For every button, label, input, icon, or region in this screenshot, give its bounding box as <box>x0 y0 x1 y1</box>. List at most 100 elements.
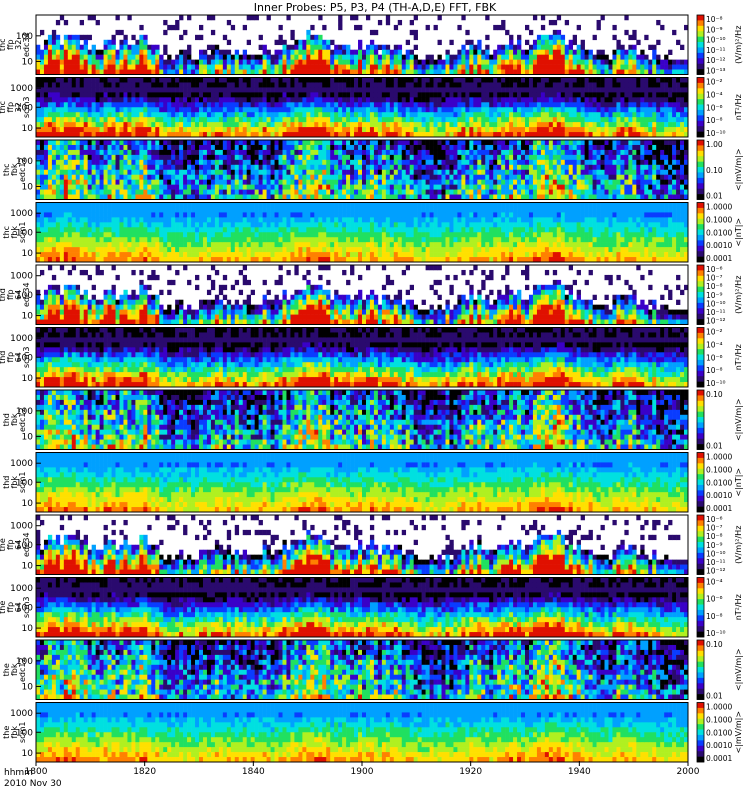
heatmap-cell <box>601 112 605 117</box>
heatmap-cell <box>267 122 271 127</box>
heatmap-cell <box>64 190 68 195</box>
heatmap-cell <box>318 155 322 160</box>
heatmap-cell <box>239 122 243 127</box>
heatmap-cell <box>290 160 294 165</box>
heatmap-cell <box>445 78 449 83</box>
heatmap-cell <box>92 175 96 180</box>
heatmap-cell <box>469 160 473 165</box>
heatmap-cell <box>72 92 76 97</box>
heatmap-cell <box>275 102 279 107</box>
heatmap-cell <box>314 97 318 102</box>
heatmap-cell <box>215 190 219 195</box>
heatmap-cell <box>147 78 151 83</box>
heatmap-cell <box>92 185 96 190</box>
heatmap-cell <box>410 102 414 107</box>
heatmap-cell <box>151 65 155 70</box>
heatmap-cell <box>624 160 628 165</box>
heatmap-cell <box>251 185 255 190</box>
heatmap-cell <box>390 82 394 87</box>
heatmap-cell <box>255 185 259 190</box>
heatmap-cell <box>279 40 283 45</box>
heatmap-cell <box>227 165 231 170</box>
heatmap-cell <box>279 127 283 132</box>
heatmap-cell <box>652 150 656 155</box>
heatmap-cell <box>561 165 565 170</box>
heatmap-cell <box>255 165 259 170</box>
heatmap-cell <box>632 155 636 160</box>
heatmap-cell <box>88 97 92 102</box>
heatmap-cell <box>636 92 640 97</box>
heatmap-cell <box>644 60 648 65</box>
heatmap-cell <box>231 65 235 70</box>
heatmap-cell <box>477 78 481 83</box>
heatmap-cell <box>259 97 263 102</box>
heatmap-cell <box>601 185 605 190</box>
heatmap-cell <box>167 155 171 160</box>
heatmap-cell <box>636 40 640 45</box>
heatmap-cell <box>116 82 120 87</box>
heatmap-cell <box>545 155 549 160</box>
heatmap-cell <box>541 87 545 92</box>
heatmap-cell <box>80 155 84 160</box>
heatmap-cell <box>68 150 72 155</box>
heatmap-cell <box>537 170 541 175</box>
heatmap-cell <box>227 65 231 70</box>
heatmap-cell <box>179 170 183 175</box>
heatmap-cell <box>219 117 223 122</box>
heatmap-cell <box>259 55 263 60</box>
heatmap-cell <box>247 40 251 45</box>
heatmap-cell <box>167 107 171 112</box>
heatmap-cell <box>48 65 52 70</box>
heatmap-cell <box>290 35 294 40</box>
heatmap-cell <box>577 65 581 70</box>
heatmap-cell <box>251 165 255 170</box>
heatmap-cell <box>680 117 684 122</box>
heatmap-cell <box>267 145 271 150</box>
heatmap-cell <box>549 50 553 55</box>
heatmap-cell <box>60 87 64 92</box>
heatmap-cell <box>469 65 473 70</box>
heatmap-cell <box>96 112 100 117</box>
heatmap-cell <box>581 112 585 117</box>
heatmap-cell <box>171 170 175 175</box>
heatmap-cell <box>497 55 501 60</box>
heatmap-cell <box>605 65 609 70</box>
heatmap-cell <box>159 117 163 122</box>
heatmap-cell <box>143 150 147 155</box>
heatmap-cell <box>481 102 485 107</box>
heatmap-cell <box>338 175 342 180</box>
heatmap-cell <box>314 160 318 165</box>
heatmap-cell <box>302 102 306 107</box>
heatmap-cell <box>76 122 80 127</box>
heatmap-cell <box>390 185 394 190</box>
heatmap-cell <box>267 82 271 87</box>
heatmap-cell <box>438 145 442 150</box>
heatmap-cell <box>366 87 370 92</box>
heatmap-cell <box>163 165 167 170</box>
heatmap-cell <box>223 60 227 65</box>
heatmap-cell <box>394 180 398 185</box>
heatmap-cell <box>624 102 628 107</box>
heatmap-cell <box>243 127 247 132</box>
heatmap-cell <box>473 92 477 97</box>
heatmap-cell <box>513 117 517 122</box>
heatmap-cell <box>68 82 72 87</box>
heatmap-cell <box>465 140 469 145</box>
heatmap-cell <box>207 175 211 180</box>
heatmap-cell <box>183 190 187 195</box>
heatmap-cell <box>660 65 664 70</box>
heatmap-cell <box>314 165 318 170</box>
heatmap-cell <box>131 127 135 132</box>
heatmap-cell <box>199 155 203 160</box>
heatmap-cell <box>656 180 660 185</box>
heatmap-cell <box>80 102 84 107</box>
heatmap-cell <box>314 87 318 92</box>
heatmap-cell <box>597 65 601 70</box>
heatmap-cell <box>517 165 521 170</box>
heatmap-cell <box>374 122 378 127</box>
heatmap-cell <box>96 155 100 160</box>
heatmap-cell <box>211 190 215 195</box>
heatmap-cell <box>593 87 597 92</box>
heatmap-cell <box>513 50 517 55</box>
heatmap-cell <box>251 97 255 102</box>
